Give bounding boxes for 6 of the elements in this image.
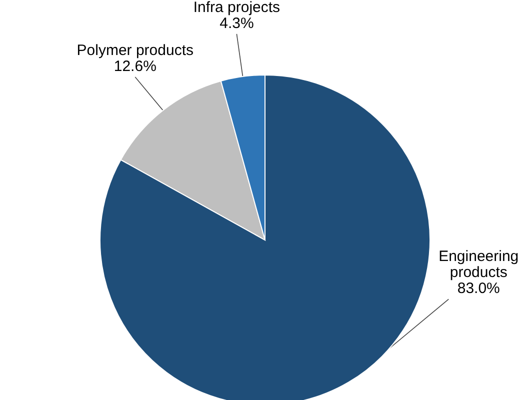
data-label: 4.3% bbox=[220, 14, 254, 32]
data-label: 83.0% bbox=[457, 280, 500, 298]
data-label: 12.6% bbox=[114, 58, 156, 75]
slice-label: Polymer products bbox=[76, 42, 194, 59]
slice-label: Infra projects bbox=[193, 0, 280, 16]
slice-label: Engineering products bbox=[438, 248, 519, 282]
